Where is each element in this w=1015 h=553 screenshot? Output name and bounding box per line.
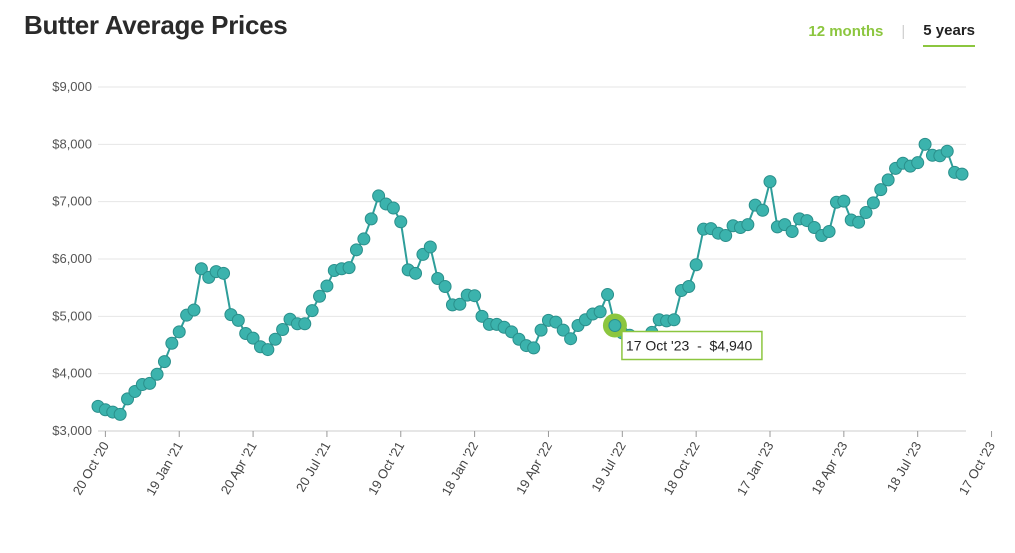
data-point[interactable] <box>475 309 489 323</box>
x-tick-label: 20 Oct '20 <box>70 439 112 497</box>
data-point[interactable] <box>394 215 408 229</box>
range-tabs: 12 months | 5 years <box>808 22 975 47</box>
data-point[interactable] <box>741 218 755 232</box>
data-point[interactable] <box>165 336 179 350</box>
data-point[interactable] <box>866 196 880 210</box>
data-point[interactable] <box>940 144 954 158</box>
data-point[interactable] <box>372 189 386 203</box>
grid <box>98 86 966 432</box>
data-point[interactable] <box>719 228 733 242</box>
x-tick-label: 18 Jul '23 <box>884 439 925 494</box>
tab-separator: | <box>901 23 906 40</box>
y-tick-label: $7,000 <box>52 194 92 209</box>
page-title: Butter Average Prices <box>24 10 288 40</box>
data-point[interactable] <box>431 271 445 285</box>
data-point[interactable] <box>911 156 925 170</box>
highlighted-data-point[interactable] <box>608 319 622 333</box>
data-point[interactable] <box>955 167 969 181</box>
data-point[interactable] <box>881 173 895 187</box>
data-point[interactable] <box>150 367 164 381</box>
data-point[interactable] <box>246 331 260 345</box>
y-tick-label: $3,000 <box>52 423 92 438</box>
data-point[interactable] <box>756 203 770 217</box>
data-points <box>91 137 969 421</box>
data-point[interactable] <box>534 323 548 337</box>
data-point[interactable] <box>172 325 186 339</box>
data-point[interactable] <box>682 280 696 294</box>
data-point[interactable] <box>342 261 356 275</box>
data-point[interactable] <box>453 297 467 311</box>
x-tick-label: 19 Jan '21 <box>143 439 186 498</box>
x-tick-label: 17 Jan '23 <box>734 439 777 498</box>
x-tick-label: 18 Apr '23 <box>808 439 850 497</box>
tab-5-years[interactable]: 5 years <box>923 22 975 47</box>
y-tick-label: $4,000 <box>52 366 92 381</box>
data-point[interactable] <box>556 323 570 337</box>
data-point[interactable] <box>689 258 703 272</box>
data-point[interactable] <box>386 201 400 215</box>
x-tick-label: 18 Oct '22 <box>660 439 702 497</box>
tooltip-label: 17 Oct '23 - $4,940 <box>626 338 753 354</box>
data-point[interactable] <box>859 206 873 220</box>
x-tick-label: 19 Jul '22 <box>588 439 629 494</box>
y-axis: $3,000 $4,000 $5,000 $6,000 $7,000 $8,000 $9,0… <box>52 79 92 438</box>
data-point[interactable] <box>320 279 334 293</box>
x-tick-label: 19 Apr '22 <box>513 439 555 497</box>
y-tick-label: $9,000 <box>52 79 92 94</box>
data-point[interactable] <box>852 215 866 229</box>
data-point[interactable] <box>298 317 312 331</box>
data-point[interactable] <box>157 355 171 369</box>
x-tick-label: 17 Oct '23 <box>956 439 998 497</box>
data-point[interactable] <box>438 280 452 294</box>
data-point[interactable] <box>194 262 208 276</box>
data-point[interactable] <box>217 266 231 280</box>
x-tick-label: 20 Jul '21 <box>293 439 334 494</box>
data-point[interactable] <box>423 240 437 254</box>
y-tick-label: $8,000 <box>52 136 92 151</box>
data-point[interactable] <box>601 288 615 302</box>
data-point[interactable] <box>763 175 777 189</box>
data-point[interactable] <box>593 305 607 319</box>
data-point[interactable] <box>313 289 327 303</box>
tab-12-months[interactable]: 12 months <box>808 23 884 40</box>
data-point[interactable] <box>364 212 378 226</box>
data-point[interactable] <box>785 224 799 238</box>
data-point[interactable] <box>409 266 423 280</box>
x-axis: 20 Oct '20 19 Jan '21 20 Apr '21 20 Jul '21… <box>70 431 998 498</box>
data-point[interactable] <box>231 313 245 327</box>
data-point[interactable] <box>667 313 681 327</box>
data-point[interactable] <box>305 304 319 318</box>
data-point[interactable] <box>468 289 482 303</box>
tooltip: 17 Oct '23 - $4,940 <box>621 330 763 361</box>
data-point[interactable] <box>527 341 541 355</box>
data-point[interactable] <box>187 303 201 317</box>
data-point[interactable] <box>822 224 836 238</box>
data-point[interactable] <box>261 343 275 357</box>
data-point[interactable] <box>549 315 563 329</box>
tooltip-box <box>621 330 763 361</box>
data-point[interactable] <box>564 332 578 346</box>
data-point[interactable] <box>837 194 851 208</box>
x-tick-label: 18 Jan '22 <box>438 439 481 498</box>
data-point[interactable] <box>268 332 282 346</box>
data-point[interactable] <box>918 137 932 151</box>
y-tick-label: $5,000 <box>52 308 92 323</box>
data-point[interactable] <box>357 232 371 246</box>
data-point[interactable] <box>349 243 363 257</box>
data-point[interactable] <box>276 323 290 337</box>
x-tick-label: 20 Apr '21 <box>218 439 260 497</box>
y-tick-label: $6,000 <box>52 251 92 266</box>
data-point[interactable] <box>113 407 127 421</box>
data-point[interactable] <box>807 220 821 234</box>
data-point[interactable] <box>143 376 157 390</box>
x-tick-label: 19 Oct '21 <box>365 439 407 497</box>
data-point[interactable] <box>874 183 888 197</box>
